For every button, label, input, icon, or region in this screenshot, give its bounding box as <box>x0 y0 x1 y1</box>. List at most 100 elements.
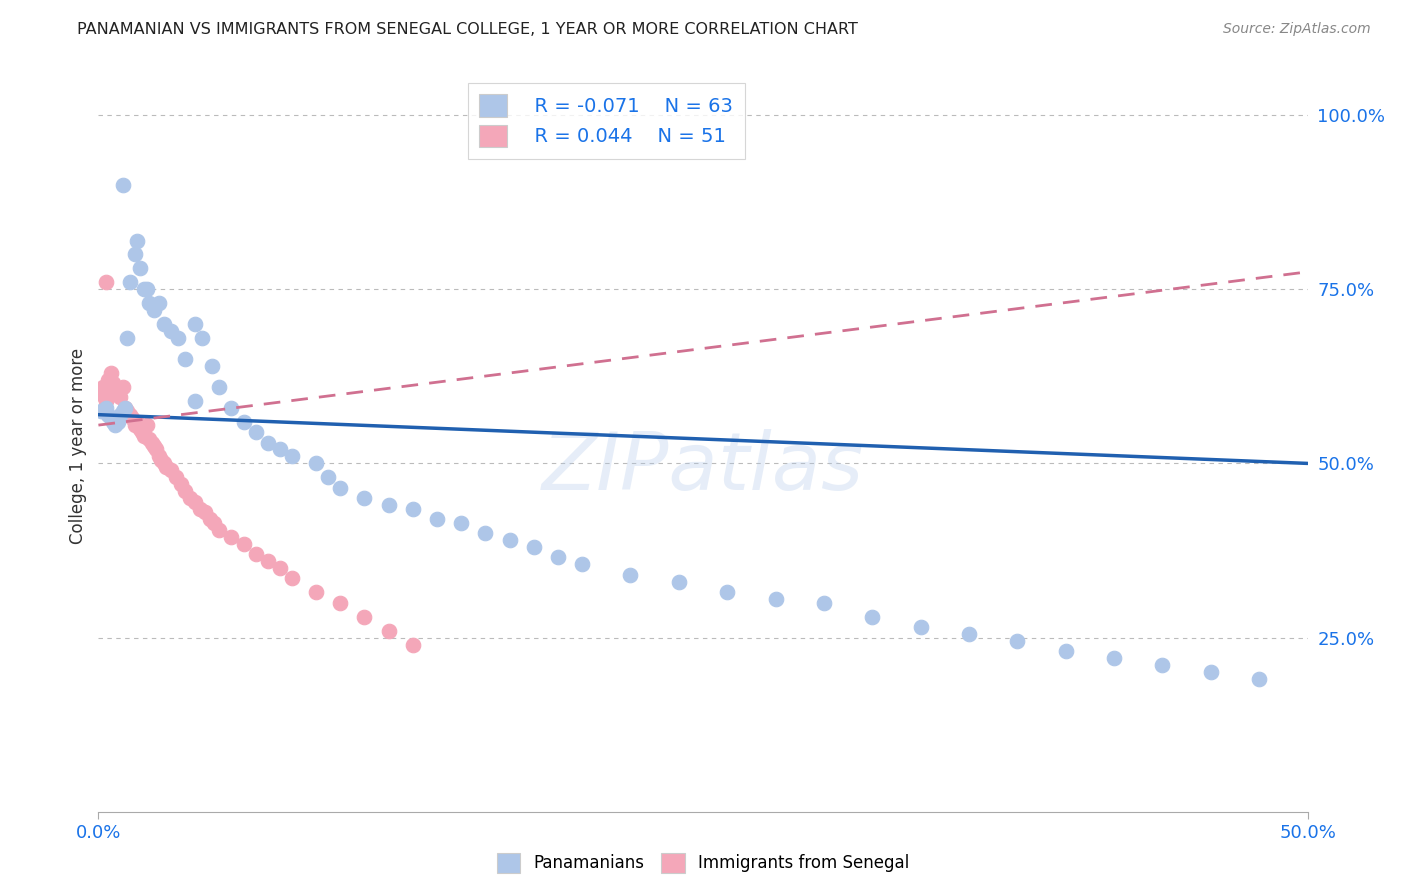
Point <box>143 303 166 318</box>
Legend:   R = -0.071    N = 63,   R = 0.044    N = 51: R = -0.071 N = 63, R = 0.044 N = 51 <box>468 83 745 159</box>
Point <box>184 317 207 331</box>
Point <box>104 386 127 401</box>
Point <box>127 415 149 429</box>
Point <box>208 380 231 394</box>
Point <box>94 401 117 415</box>
Point <box>135 282 157 296</box>
Point <box>94 393 117 408</box>
Point <box>141 435 163 450</box>
Point <box>101 415 124 429</box>
Point <box>329 481 352 495</box>
Point <box>957 627 980 641</box>
Point <box>194 505 217 519</box>
Point <box>188 501 211 516</box>
Point <box>121 411 143 425</box>
Text: Source: ZipAtlas.com: Source: ZipAtlas.com <box>1223 22 1371 37</box>
Point <box>353 491 375 506</box>
Point <box>135 418 157 433</box>
Point <box>198 512 221 526</box>
Point <box>426 512 449 526</box>
Point <box>118 275 141 289</box>
Point <box>111 178 134 192</box>
Point <box>101 376 124 391</box>
Point <box>117 331 139 345</box>
Point <box>245 425 267 439</box>
Point <box>184 393 207 408</box>
Point <box>813 596 835 610</box>
Point <box>329 596 352 610</box>
Point <box>174 351 197 366</box>
Point <box>90 386 112 401</box>
Point <box>232 415 254 429</box>
Point <box>124 247 146 261</box>
Point <box>377 624 399 638</box>
Point <box>124 418 146 433</box>
Point <box>305 585 328 599</box>
Point <box>134 428 156 442</box>
Point <box>138 432 160 446</box>
Point <box>108 390 131 404</box>
Point <box>316 470 339 484</box>
Point <box>148 296 170 310</box>
Point <box>402 501 425 516</box>
Point <box>765 592 787 607</box>
Point <box>138 296 160 310</box>
Point <box>204 516 226 530</box>
Point <box>191 331 214 345</box>
Point <box>150 453 173 467</box>
Point <box>143 439 166 453</box>
Point <box>152 457 174 471</box>
Text: ZIPatlas: ZIPatlas <box>541 429 865 507</box>
Point <box>100 411 122 425</box>
Point <box>118 408 141 422</box>
Point <box>256 554 278 568</box>
Legend: Panamanians, Immigrants from Senegal: Panamanians, Immigrants from Senegal <box>491 847 915 880</box>
Point <box>221 530 243 544</box>
Point <box>111 380 134 394</box>
Point <box>145 442 167 457</box>
Point <box>1007 634 1029 648</box>
Point <box>1054 644 1077 658</box>
Point <box>1249 673 1271 687</box>
Point <box>160 324 183 338</box>
Point <box>353 609 375 624</box>
Point <box>94 275 117 289</box>
Point <box>108 408 131 422</box>
Point <box>860 609 883 624</box>
Point <box>269 561 291 575</box>
Point <box>160 463 183 477</box>
Point <box>148 450 170 464</box>
Point <box>91 380 114 394</box>
Point <box>201 359 224 373</box>
Point <box>474 526 496 541</box>
Point <box>134 282 156 296</box>
Point <box>232 536 254 550</box>
Point <box>1199 665 1222 680</box>
Point <box>221 401 243 415</box>
Point <box>127 234 149 248</box>
Point <box>450 516 472 530</box>
Point <box>167 331 190 345</box>
Point <box>117 404 139 418</box>
Text: PANAMANIAN VS IMMIGRANTS FROM SENEGAL COLLEGE, 1 YEAR OR MORE CORRELATION CHART: PANAMANIAN VS IMMIGRANTS FROM SENEGAL CO… <box>77 22 858 37</box>
Point <box>269 442 291 457</box>
Point <box>100 366 122 380</box>
Point <box>547 550 569 565</box>
Point <box>1102 651 1125 665</box>
Point <box>90 404 112 418</box>
Point <box>97 373 120 387</box>
Point <box>305 457 328 471</box>
Point <box>402 638 425 652</box>
Y-axis label: College, 1 year or more: College, 1 year or more <box>69 348 87 544</box>
Point <box>1152 658 1174 673</box>
Point <box>523 540 546 554</box>
Point <box>152 317 174 331</box>
Point <box>910 620 932 634</box>
Point <box>256 435 278 450</box>
Point <box>245 547 267 561</box>
Point <box>107 384 129 398</box>
Point <box>281 450 304 464</box>
Point <box>155 459 177 474</box>
Point <box>169 477 191 491</box>
Point <box>114 401 136 415</box>
